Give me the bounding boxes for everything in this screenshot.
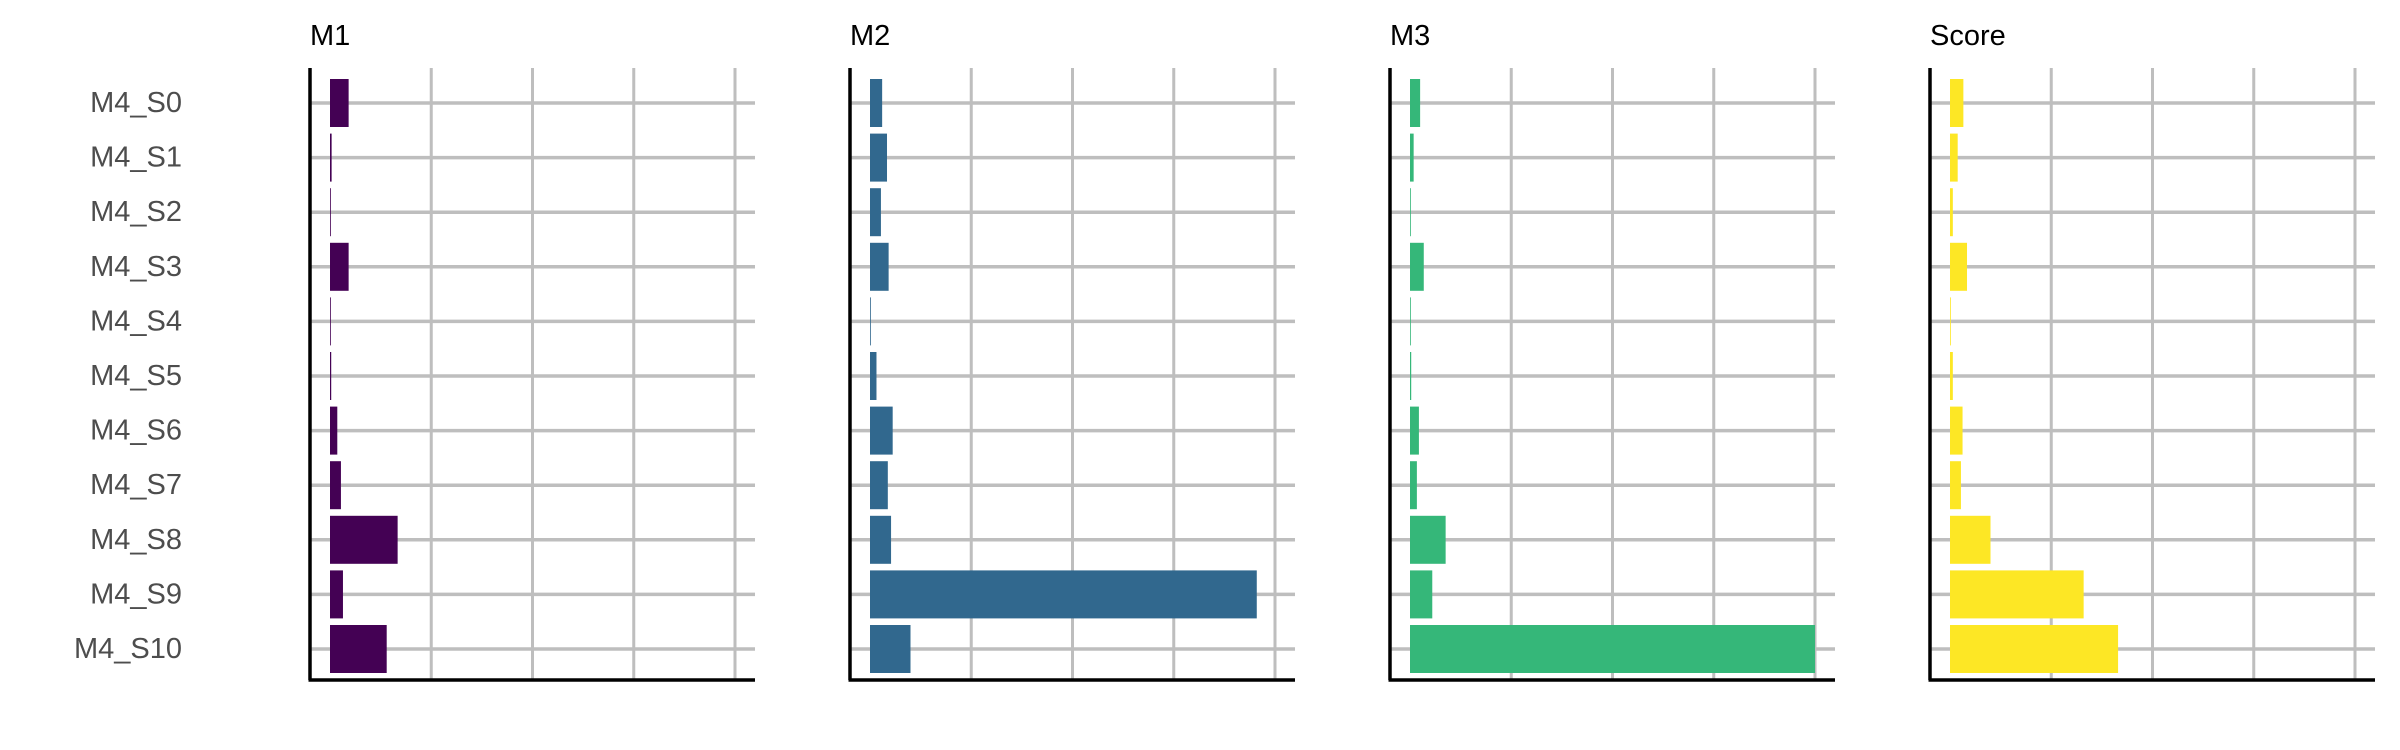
bar bbox=[1950, 406, 1963, 455]
bar bbox=[330, 188, 331, 237]
bar bbox=[1950, 188, 1953, 237]
bar bbox=[330, 242, 349, 291]
bar bbox=[1410, 570, 1433, 619]
bar bbox=[330, 515, 398, 564]
bar bbox=[1950, 297, 1951, 346]
row-label: M4_S5 bbox=[90, 360, 182, 392]
bar bbox=[330, 352, 332, 400]
bar bbox=[870, 242, 889, 291]
bar bbox=[1950, 133, 1958, 182]
bar bbox=[330, 79, 349, 127]
bar bbox=[330, 133, 332, 182]
bar bbox=[1950, 352, 1953, 400]
panels: M1 M2 M3 Score bbox=[308, 20, 2375, 682]
bar bbox=[1410, 406, 1419, 455]
row-label: M4_S7 bbox=[90, 469, 182, 501]
row-label: M4_S10 bbox=[74, 633, 182, 665]
panel-score: Score bbox=[1928, 20, 2375, 682]
bar bbox=[330, 570, 343, 619]
row-label: M4_S9 bbox=[90, 578, 182, 610]
bar bbox=[1410, 242, 1424, 291]
bar bbox=[1950, 570, 2084, 619]
panel-m2: M2 bbox=[848, 20, 1295, 682]
bar bbox=[1410, 297, 1411, 346]
row-label: M4_S2 bbox=[90, 196, 182, 228]
bar bbox=[870, 188, 881, 237]
row-label: M4_S8 bbox=[90, 524, 182, 556]
panel-title: M1 bbox=[310, 20, 350, 52]
bar bbox=[870, 406, 893, 455]
bar bbox=[1950, 242, 1968, 291]
bar bbox=[870, 133, 888, 182]
panel-title: M2 bbox=[850, 20, 890, 52]
row-label: M4_S0 bbox=[90, 87, 182, 119]
panel-m1: M1 bbox=[308, 20, 755, 682]
bar bbox=[870, 515, 892, 564]
bar bbox=[1410, 515, 1446, 564]
bar bbox=[870, 352, 877, 400]
bar bbox=[870, 461, 888, 510]
panel-title: Score bbox=[1930, 20, 2006, 52]
row-label: M4_S4 bbox=[90, 305, 182, 337]
bar bbox=[870, 297, 871, 346]
bar bbox=[1950, 79, 1964, 127]
panel-m3: M3 bbox=[1388, 20, 1835, 682]
bar bbox=[1410, 133, 1414, 182]
bar bbox=[1950, 461, 1961, 510]
bar bbox=[870, 625, 911, 673]
bar bbox=[330, 625, 387, 673]
bar bbox=[1410, 625, 1815, 673]
bar bbox=[330, 461, 341, 510]
bar bbox=[870, 570, 1257, 619]
bar bbox=[1950, 515, 1991, 564]
bar bbox=[870, 79, 883, 127]
bar bbox=[330, 297, 331, 346]
bar bbox=[1410, 352, 1412, 400]
bar bbox=[1950, 625, 2119, 673]
bar bbox=[1410, 79, 1421, 127]
bar bbox=[1410, 188, 1411, 237]
row-label: M4_S3 bbox=[90, 251, 182, 283]
row-label: M4_S6 bbox=[90, 415, 182, 447]
panel-title: M3 bbox=[1390, 20, 1430, 52]
row-label: M4_S1 bbox=[90, 142, 182, 174]
bar bbox=[1410, 461, 1417, 510]
row-labels: M4_S0 M4_S1 M4_S2 M4_S3 M4_S4 M4_S5 M4_S6 M4_S7… bbox=[74, 87, 182, 665]
bar bbox=[330, 406, 338, 455]
